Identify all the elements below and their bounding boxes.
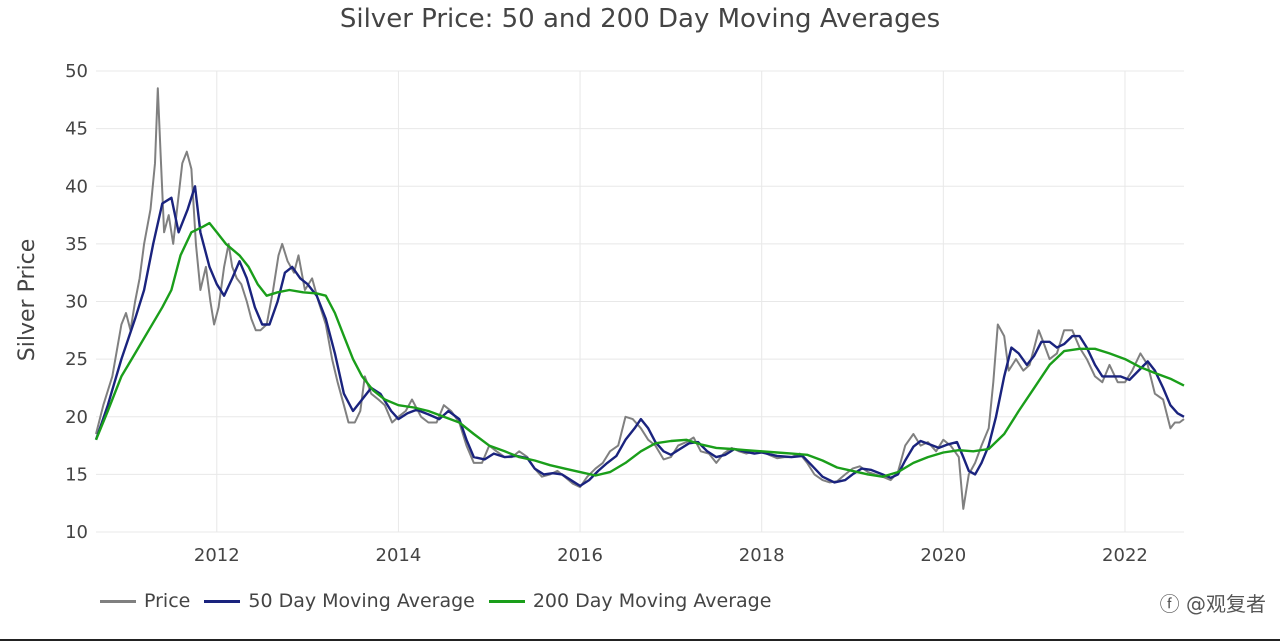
- y-tick-label: 35: [65, 234, 88, 255]
- x-tick-label: 2012: [194, 545, 240, 566]
- series-line-price: [95, 87, 1185, 510]
- legend-swatch-ma200: [488, 599, 525, 603]
- legend-item-ma200[interactable]: 200 Day Moving Average: [488, 590, 772, 612]
- series-lines: [94, 87, 1185, 510]
- y-tick-label: 45: [65, 119, 88, 140]
- series-line-ma200: [94, 221, 1185, 478]
- legend-label-ma200: 200 Day Moving Average: [532, 590, 772, 612]
- legend-swatch-price: [100, 599, 136, 603]
- chart-title: Silver Price: 50 and 200 Day Moving Aver…: [339, 4, 941, 34]
- legend-item-price[interactable]: Price: [100, 590, 190, 612]
- grid-lines: [96, 70, 1184, 533]
- y-axis: 10 15 20 25 30 35 40 45 50: [65, 61, 88, 543]
- y-tick-label: 25: [65, 349, 88, 370]
- legend-label-price: Price: [144, 590, 191, 612]
- series-line-ma50: [94, 185, 1185, 488]
- x-tick-label: 2022: [1102, 545, 1148, 566]
- bottom-border: [0, 639, 1280, 641]
- y-tick-label: 50: [65, 61, 88, 82]
- y-tick-label: 30: [65, 292, 88, 313]
- y-tick-label: 15: [65, 464, 88, 485]
- y-tick-label: 40: [65, 176, 88, 197]
- legend-swatch-ma50: [204, 599, 241, 603]
- x-tick-label: 2014: [376, 545, 422, 566]
- y-axis-label: Silver Price: [15, 239, 40, 361]
- x-tick-label: 2020: [920, 545, 966, 566]
- legend-label-ma50: 50 Day Moving Average: [248, 590, 475, 612]
- legend-item-ma50[interactable]: 50 Day Moving Average: [204, 590, 475, 612]
- x-tick-label: 2018: [739, 545, 785, 566]
- x-axis: 2012 2014 2016 2018 2020 2022: [194, 545, 1148, 566]
- legend: Price 50 Day Moving Average 200 Day Movi…: [100, 590, 771, 612]
- y-tick-label: 20: [65, 407, 88, 428]
- y-tick-label: 10: [65, 522, 88, 543]
- watermark: ⓕ @观复者: [1159, 592, 1266, 616]
- x-tick-label: 2016: [557, 545, 603, 566]
